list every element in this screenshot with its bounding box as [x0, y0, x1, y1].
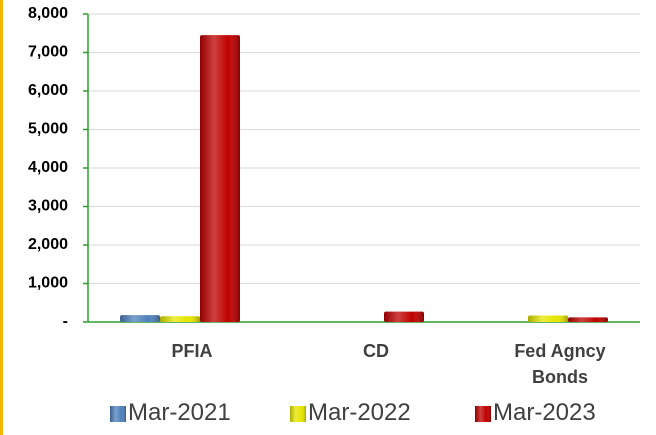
- bar-shine: [120, 315, 160, 322]
- legend-swatch-shine: [475, 406, 491, 422]
- bar-shine: [568, 317, 608, 322]
- y-tick-label: -: [63, 313, 68, 330]
- bar-shine: [384, 311, 424, 322]
- x-tick-label: Fed Agncy Bonds: [514, 341, 606, 387]
- frame-edge: [0, 0, 3, 435]
- bar-shine: [528, 315, 568, 322]
- y-tick-label: 2,000: [28, 236, 68, 253]
- legend-label: Mar-2021: [128, 399, 231, 426]
- x-tick-label: CD: [363, 341, 389, 361]
- legend-label: Mar-2022: [308, 399, 411, 426]
- bar-shine: [160, 316, 200, 322]
- y-tick-label: 3,000: [28, 198, 68, 215]
- y-tick-label: 1,000: [28, 275, 68, 292]
- y-tick-label: 6,000: [28, 82, 68, 99]
- bar-shine: [200, 35, 240, 323]
- y-tick-label: 7,000: [28, 44, 68, 61]
- y-tick-label: 5,000: [28, 121, 68, 138]
- legend-swatch-shine: [110, 406, 126, 422]
- legend-label: Mar-2023: [493, 399, 596, 426]
- legend-swatch-shine: [290, 406, 306, 422]
- x-tick-label: PFIA: [171, 341, 213, 361]
- y-tick-label: 4,000: [28, 159, 68, 176]
- y-tick-label: 8,000: [28, 5, 68, 22]
